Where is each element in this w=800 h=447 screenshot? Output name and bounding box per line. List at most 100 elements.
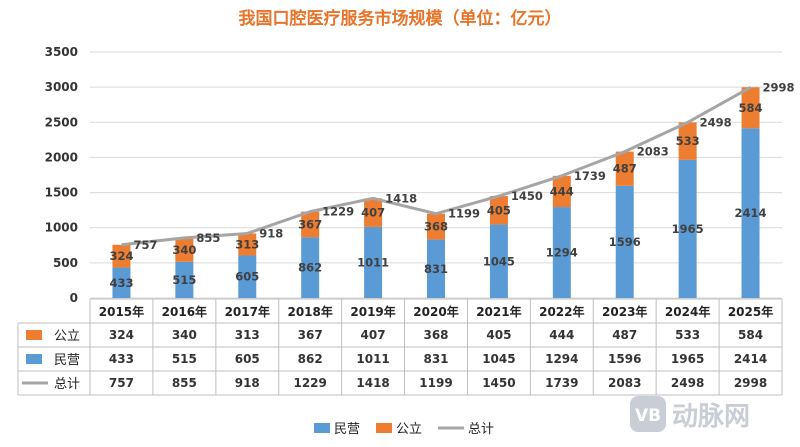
- table-cell: 1045: [482, 352, 515, 366]
- table-cell: 340: [172, 328, 197, 342]
- data-label-total: 757: [133, 238, 157, 252]
- data-label-total: 2083: [637, 145, 669, 159]
- data-label-public: 407: [361, 206, 385, 220]
- data-label-public: 368: [424, 220, 448, 234]
- x-tick-label: 2022年: [539, 304, 584, 319]
- y-tick-label: 0: [70, 291, 78, 305]
- legend: 民营 公立 总计: [314, 422, 494, 437]
- x-tick-label: 2018年: [287, 304, 332, 319]
- table-cell: 605: [235, 352, 260, 366]
- bars: [112, 87, 760, 298]
- legend-label: 总计: [468, 422, 494, 437]
- data-label-public: 533: [676, 134, 700, 148]
- data-label-public: 444: [550, 184, 574, 198]
- table-row-name: 总计: [54, 377, 80, 392]
- x-tick-label: 2019年: [350, 304, 395, 319]
- y-tick-label: 2000: [45, 150, 78, 164]
- x-tick-label: 2021年: [476, 304, 521, 319]
- data-label-private: 605: [235, 270, 259, 284]
- bar-public: [552, 175, 571, 208]
- bar-private: [112, 267, 131, 298]
- data-label-total: 918: [259, 226, 283, 240]
- data-label-total: 1229: [322, 205, 354, 219]
- table-cell: 405: [486, 328, 511, 342]
- table-row-key: [26, 354, 42, 364]
- bar-public: [678, 122, 697, 160]
- watermark-badge-text: VB: [635, 406, 661, 426]
- bar-private: [427, 239, 445, 298]
- table-row-name: 民营: [54, 353, 80, 368]
- data-label-total: 1450: [511, 189, 543, 203]
- x-tick-label: 2017年: [225, 304, 270, 319]
- table-cell: 444: [549, 328, 574, 342]
- legend-label: 公立: [396, 422, 422, 437]
- total-line: [121, 85, 752, 247]
- bar-private: [301, 237, 320, 298]
- bar-public: [364, 198, 383, 227]
- x-tick-label: 2023年: [602, 304, 647, 319]
- data-label-public: 487: [613, 162, 637, 176]
- data-label-public: 584: [739, 101, 763, 115]
- bar-public: [112, 244, 131, 268]
- table-cell: 862: [298, 352, 323, 366]
- watermark-text: 动脉网: [672, 402, 750, 432]
- bar-public: [238, 233, 257, 256]
- bar-public: [427, 213, 445, 240]
- table-cell: 757: [109, 376, 134, 390]
- x-tick-label: 2016年: [162, 304, 207, 319]
- table-cell: 1965: [671, 352, 704, 366]
- data-label-private: 433: [109, 276, 133, 290]
- table-cell: 2414: [734, 352, 767, 366]
- data-label-total: 2498: [700, 115, 732, 129]
- table-cell: 433: [109, 352, 134, 366]
- table-cell: 313: [235, 328, 260, 342]
- bar-private: [238, 255, 257, 298]
- bar-public: [489, 196, 508, 225]
- table-cell: 1229: [293, 376, 326, 390]
- table-cell: 533: [675, 328, 700, 342]
- data-label-private: 1596: [609, 235, 641, 249]
- table-cell: 367: [298, 328, 323, 342]
- table-cell: 2083: [608, 376, 641, 390]
- bar-private: [175, 261, 194, 298]
- data-label-private: 1045: [483, 254, 515, 268]
- table-cell: 324: [109, 328, 134, 342]
- y-tick-label: 3000: [45, 80, 78, 94]
- bar-private: [678, 159, 697, 298]
- series-line-total: [121, 85, 752, 247]
- watermark-badge: [630, 396, 666, 432]
- data-label-total: 1739: [574, 169, 606, 183]
- data-label-private: 1965: [672, 222, 704, 236]
- table-cell: 1199: [419, 376, 452, 390]
- data-label-total: 1418: [385, 191, 417, 205]
- bar-private: [364, 226, 383, 298]
- table-cell: 515: [172, 352, 197, 366]
- legend-label: 民营: [334, 422, 360, 437]
- data-label-private: 1294: [546, 246, 578, 260]
- table-cell: 1294: [545, 352, 578, 366]
- chart-title: 我国口腔医疗服务市场规模（单位：亿元）: [239, 8, 562, 29]
- table-cell: 1418: [356, 376, 389, 390]
- table-row-key: [26, 330, 42, 340]
- y-tick-label: 1500: [45, 186, 78, 200]
- bar-private: [552, 207, 571, 298]
- table-cell: 2498: [671, 376, 704, 390]
- table-cell: 1011: [356, 352, 389, 366]
- data-label-private: 1011: [357, 255, 389, 269]
- y-tick-label: 1000: [45, 221, 78, 235]
- bar-private: [615, 185, 634, 298]
- y-tick-label: 2500: [45, 115, 78, 129]
- bar-private: [489, 224, 508, 298]
- y-tick-label: 3500: [45, 45, 78, 59]
- x-tick-label: 2024年: [665, 304, 710, 319]
- watermark: VB 动脉网: [630, 396, 750, 432]
- bar-public: [741, 87, 760, 129]
- data-label-public: 405: [487, 203, 511, 217]
- data-label-private: 2414: [735, 206, 767, 220]
- table-cell: 487: [612, 328, 637, 342]
- data-label-private: 831: [424, 262, 448, 276]
- bar-public: [615, 151, 634, 186]
- x-tick-label: 2015年: [99, 304, 144, 319]
